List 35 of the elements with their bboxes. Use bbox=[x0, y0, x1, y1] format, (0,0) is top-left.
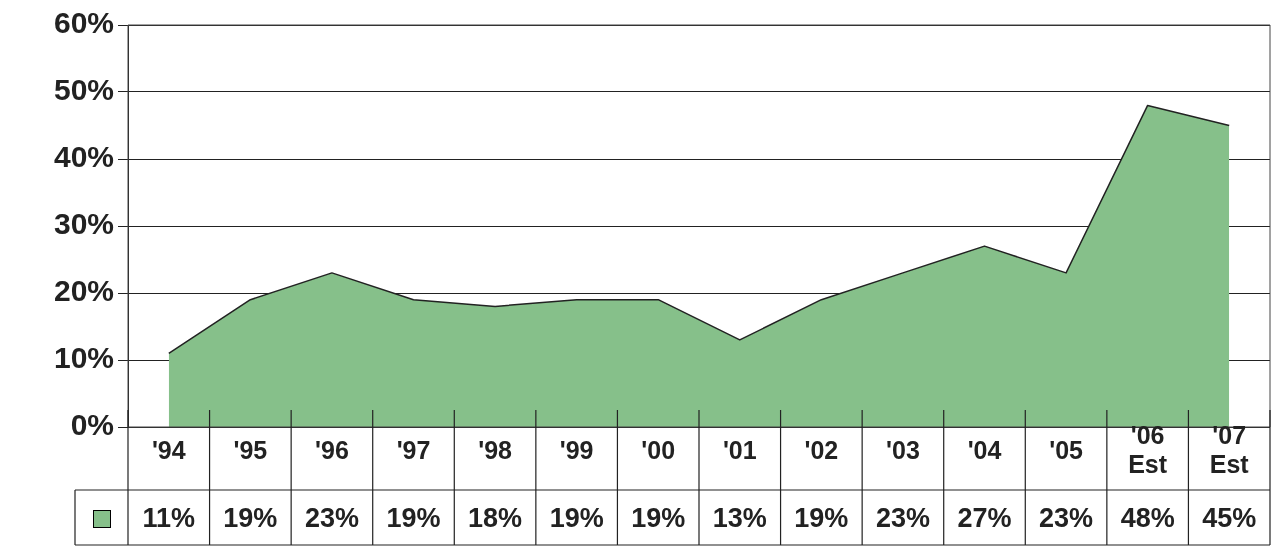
x-tick-label: '04 bbox=[967, 435, 1002, 464]
y-tick-label: 60% bbox=[53, 6, 114, 40]
text: 19% bbox=[386, 502, 441, 533]
text: 23% bbox=[304, 502, 359, 533]
x-tick-label: '00 bbox=[641, 435, 676, 464]
text: 19% bbox=[794, 502, 849, 533]
text: 19% bbox=[631, 502, 686, 533]
x-tick-label: '94 bbox=[151, 435, 186, 464]
x-tick-label: '07 Est bbox=[1209, 421, 1250, 479]
y-tick-label: 50% bbox=[53, 73, 114, 107]
x-tick-label: '06 Est bbox=[1128, 421, 1168, 479]
text: 19% bbox=[223, 502, 278, 533]
y-tick-label: 40% bbox=[53, 140, 114, 174]
text: 48% bbox=[1120, 502, 1175, 533]
x-tick-label: '01 bbox=[722, 435, 757, 464]
y-tick-label: 10% bbox=[53, 341, 114, 375]
text: 27% bbox=[957, 502, 1012, 533]
x-tick-label: '02 bbox=[804, 435, 839, 464]
text: 19% bbox=[549, 502, 604, 533]
text: 45% bbox=[1202, 502, 1257, 533]
y-tick-label: 30% bbox=[53, 207, 114, 241]
text: 23% bbox=[1039, 502, 1094, 533]
x-tick-label: '98 bbox=[478, 435, 513, 464]
x-tick-label: '99 bbox=[559, 435, 594, 464]
x-tick-label: '97 bbox=[396, 435, 431, 464]
x-tick-label: '95 bbox=[233, 435, 268, 464]
y-tick-label: 0% bbox=[70, 408, 114, 442]
text: 11% bbox=[142, 502, 196, 533]
x-tick-label: '03 bbox=[886, 435, 920, 464]
text: 23% bbox=[875, 502, 930, 533]
y-tick-label: 20% bbox=[53, 274, 114, 308]
x-tick-label: '96 bbox=[315, 435, 349, 464]
x-tick-label: '05 bbox=[1049, 435, 1084, 464]
text: 13% bbox=[712, 502, 767, 533]
text: 18% bbox=[468, 502, 523, 533]
